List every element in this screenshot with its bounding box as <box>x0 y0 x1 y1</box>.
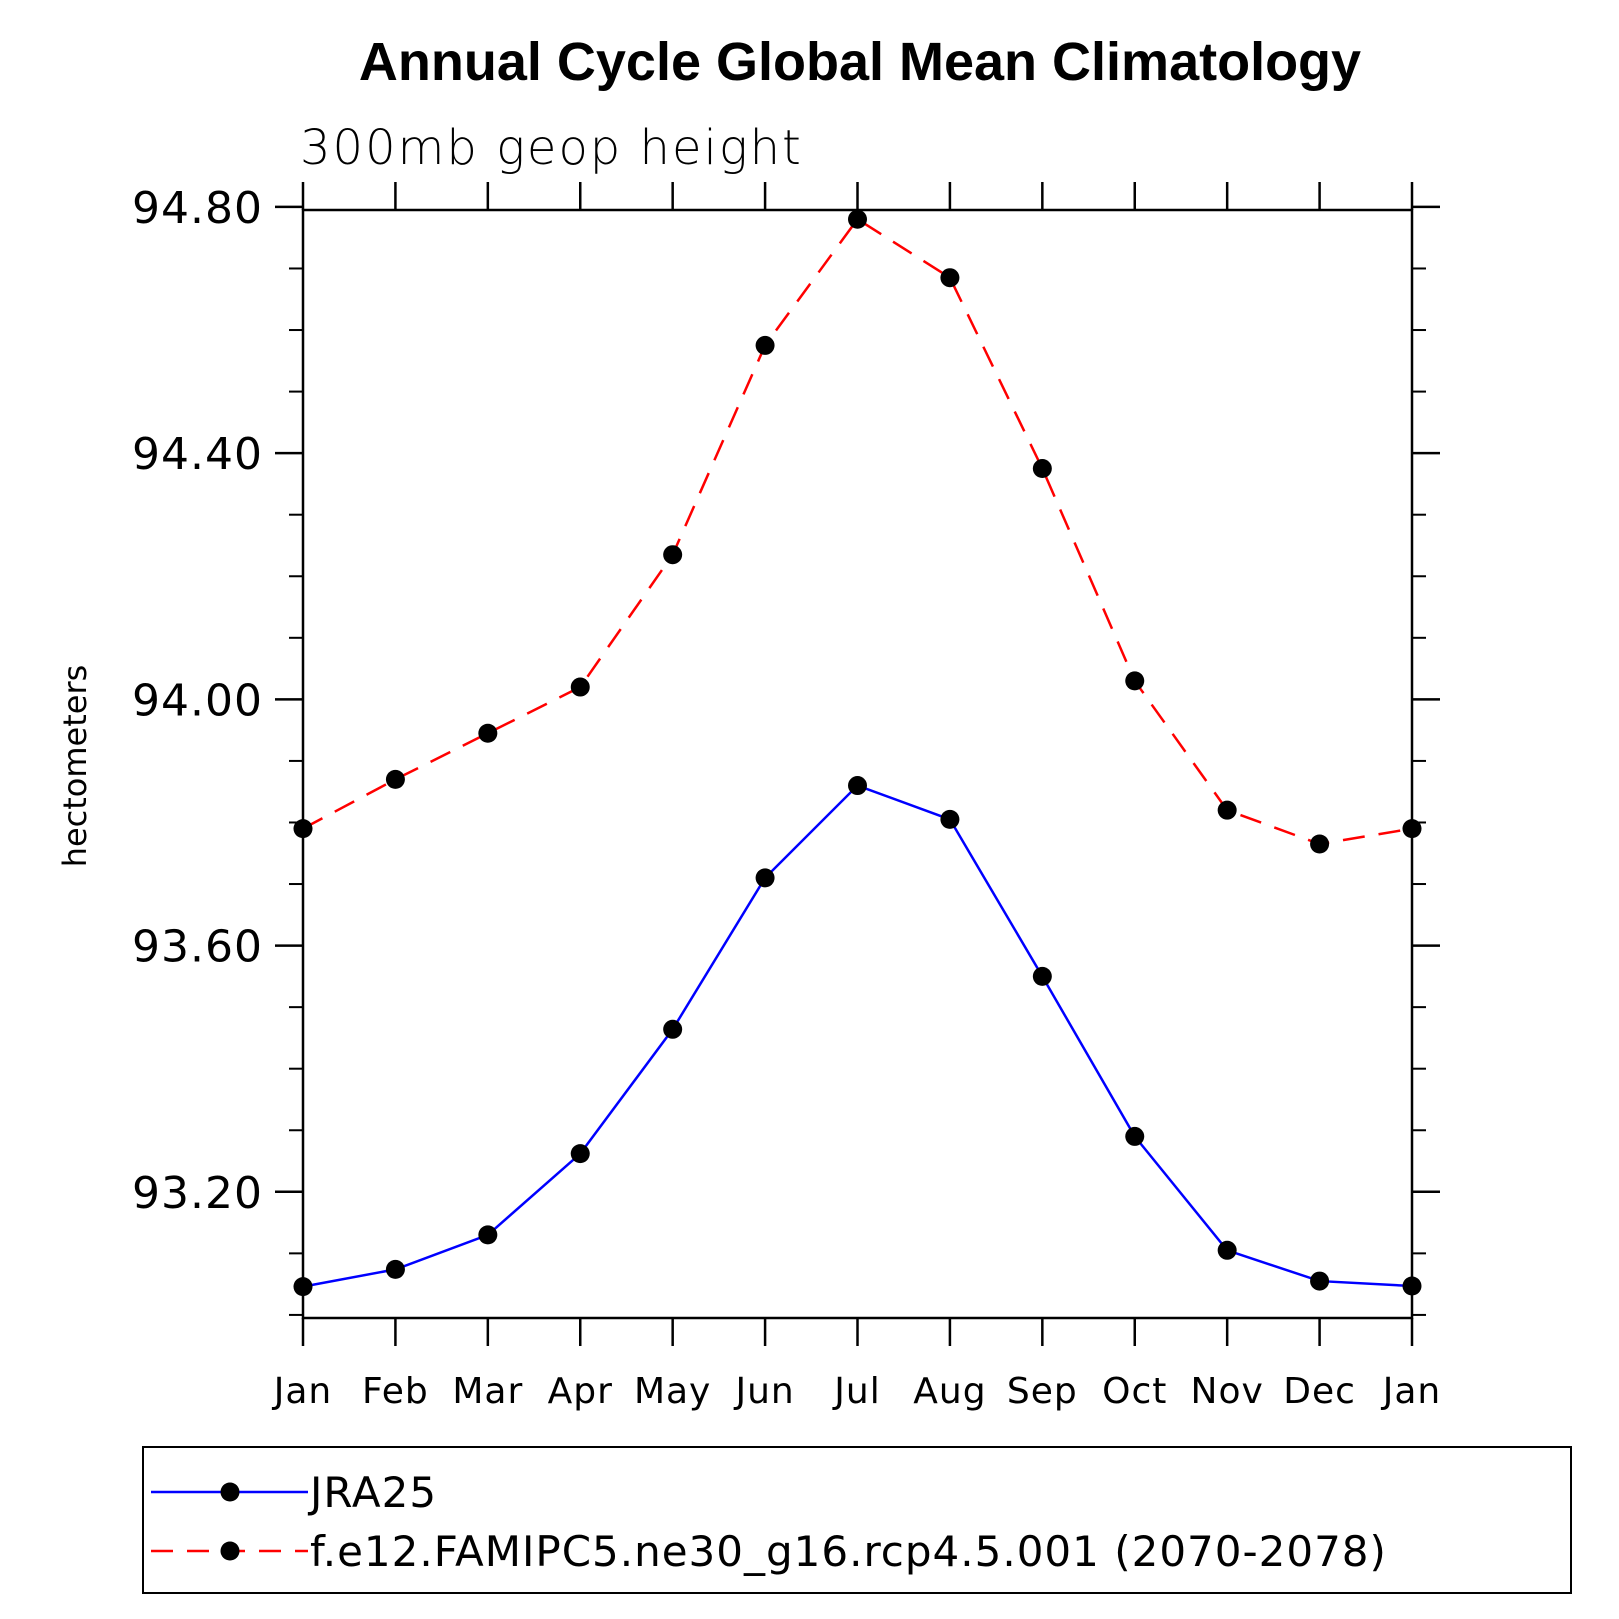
data-point <box>1310 834 1330 854</box>
data-point <box>1032 459 1052 479</box>
x-tick-label: Dec <box>1283 1371 1356 1412</box>
x-tick-label: Feb <box>362 1371 429 1412</box>
data-point <box>848 776 867 796</box>
y-axis-label: hectometers <box>56 665 94 868</box>
data-point <box>755 335 775 355</box>
legend-label: f.e12.FAMIPC5.ne30_g16.rcp4.5.001 (2070-… <box>310 1527 1387 1576</box>
series-line-jra25 <box>302 784 1413 1288</box>
legend-label: JRA25 <box>307 1468 437 1517</box>
data-point <box>478 723 498 743</box>
x-tick-label: Apr <box>548 1371 613 1412</box>
data-point <box>1402 1276 1422 1296</box>
data-point <box>1217 800 1237 820</box>
y-tick-label: 93.60 <box>132 922 263 973</box>
x-tick-label: Aug <box>913 1371 986 1412</box>
data-point <box>293 1277 313 1297</box>
data-point <box>663 545 683 565</box>
data-point <box>293 819 313 839</box>
data-point <box>1125 1126 1145 1146</box>
legend-marker <box>220 1482 240 1502</box>
data-point <box>755 868 775 888</box>
data-point <box>940 809 960 829</box>
legend-marker <box>220 1541 240 1561</box>
x-tick-label: Jun <box>733 1371 794 1412</box>
x-tick-label: Jul <box>832 1371 880 1412</box>
y-tick-label: 94.00 <box>132 675 263 726</box>
data-point <box>1032 966 1052 986</box>
data-point <box>1310 1271 1330 1291</box>
data-point <box>478 1225 498 1245</box>
data-point <box>385 769 405 789</box>
x-tick-label: May <box>634 1371 711 1412</box>
plot-frame <box>301 208 1414 1320</box>
data-point <box>663 1019 683 1039</box>
data-point <box>848 209 867 229</box>
series-line-famipc5 <box>302 217 1413 846</box>
x-tick-label: Oct <box>1102 1371 1167 1412</box>
x-tick-label: Jan <box>272 1371 333 1412</box>
chart-subtitle: 300mb geop height <box>300 120 803 176</box>
y-tick-label: 94.40 <box>132 429 263 480</box>
data-point <box>570 1144 590 1164</box>
legend-box <box>142 1446 1572 1594</box>
x-axis: Jan Feb Mar Apr May Jun Jul Aug Sep Oct Nov Dec Jan <box>272 182 1442 1412</box>
legend-entries: JRA25 f.e12.FAMIPC5.ne30_g16.rcp4.5.001 (… <box>151 1468 1387 1576</box>
data-point <box>1217 1240 1237 1260</box>
legend: JRA25 f.e12.FAMIPC5.ne30_g16.rcp4.5.001 (… <box>142 1446 1572 1594</box>
series-layer <box>293 209 1422 1297</box>
y-axis: 93.20 93.60 94.00 94.40 94.80 <box>132 183 1440 1316</box>
data-point <box>570 677 590 697</box>
data-point <box>940 268 960 288</box>
y-tick-label: 93.20 <box>132 1168 263 1219</box>
data-point <box>1125 671 1145 691</box>
x-tick-label: Jan <box>1381 1371 1442 1412</box>
y-tick-label: 94.80 <box>132 183 263 234</box>
data-point <box>385 1259 405 1279</box>
x-tick-label: Mar <box>452 1371 523 1412</box>
x-tick-label: Nov <box>1191 1371 1264 1412</box>
chart-title: Annual Cycle Global Mean Climatology <box>359 32 1361 92</box>
data-point <box>1402 819 1422 839</box>
x-tick-label: Sep <box>1007 1371 1078 1412</box>
